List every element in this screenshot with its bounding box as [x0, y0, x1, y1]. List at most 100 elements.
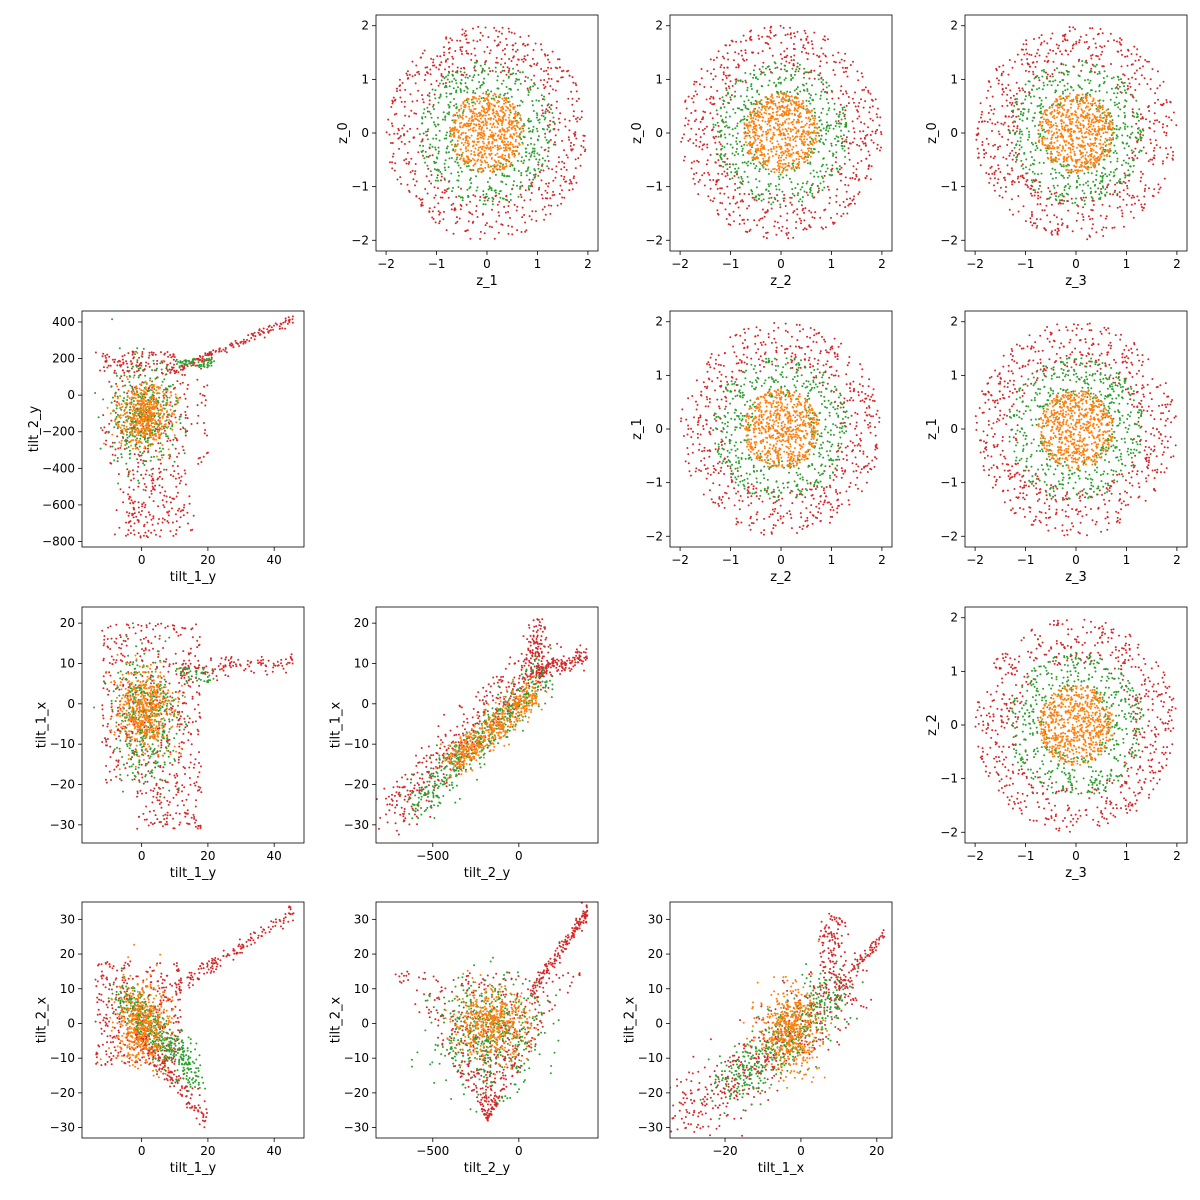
- scatter-point: [693, 83, 695, 86]
- scatter-point: [1113, 101, 1116, 104]
- scatter-point: [768, 121, 771, 124]
- scatter-point: [507, 144, 510, 147]
- scatter-point: [536, 138, 539, 141]
- scatter-point: [1156, 119, 1159, 122]
- scatter-point: [783, 193, 786, 196]
- scatter-point: [1147, 105, 1150, 107]
- scatter-point: [1039, 43, 1042, 46]
- scatter-point: [736, 122, 739, 125]
- scatter-point: [1006, 104, 1009, 107]
- scatter-point: [533, 152, 536, 155]
- scatter-point: [1129, 93, 1132, 96]
- scatter-point: [1063, 38, 1066, 41]
- scatter-point: [789, 33, 792, 36]
- scatter-point: [796, 30, 799, 33]
- scatter-point: [428, 103, 431, 106]
- scatter-point: [1034, 191, 1037, 194]
- scatter-point: [825, 132, 828, 135]
- scatter-point: [746, 89, 749, 92]
- scatter-point: [723, 100, 726, 103]
- scatter-point: [734, 182, 736, 185]
- scatter-point: [750, 189, 753, 191]
- scatter-point: [540, 48, 543, 51]
- scatter-point: [397, 127, 400, 130]
- scatter-point: [723, 106, 726, 109]
- scatter-point: [509, 133, 512, 136]
- scatter-point: [1036, 191, 1039, 194]
- scatter-point: [837, 115, 840, 118]
- scatter-point: [437, 179, 439, 182]
- scatter-point: [795, 96, 798, 99]
- scatter-point: [484, 114, 487, 117]
- scatter-point: [802, 125, 805, 128]
- scatter-point: [980, 120, 983, 123]
- scatter-point: [1011, 183, 1014, 186]
- scatter-point: [432, 58, 435, 61]
- scatter-point: [776, 95, 779, 98]
- scatter-point: [771, 136, 774, 138]
- scatter-point: [810, 94, 812, 97]
- scatter-point: [744, 49, 747, 52]
- scatter-point: [1010, 198, 1013, 201]
- scatter-point: [1140, 139, 1142, 142]
- scatter-point: [533, 82, 536, 85]
- scatter-point: [713, 197, 716, 200]
- scatter-point: [1055, 52, 1057, 55]
- scatter-point: [727, 223, 730, 226]
- scatter-point: [532, 85, 535, 88]
- scatter-point: [736, 172, 738, 175]
- scatter-point: [1039, 149, 1042, 152]
- scatter-point: [767, 201, 770, 204]
- scatter-point: [489, 146, 492, 149]
- scatter-point: [778, 154, 781, 157]
- scatter-point: [835, 135, 838, 138]
- scatter-point: [722, 71, 725, 74]
- scatter-point: [513, 167, 516, 170]
- scatter-point: [408, 161, 411, 163]
- scatter-point: [728, 133, 731, 136]
- scatter-point: [758, 198, 760, 200]
- scatter-point: [453, 77, 456, 80]
- scatter-point: [487, 148, 490, 150]
- scatter-point: [544, 197, 547, 200]
- scatter-point: [1071, 142, 1074, 145]
- scatter-point: [835, 194, 838, 197]
- scatter-point: [1031, 61, 1034, 64]
- scatter-point: [805, 38, 808, 41]
- scatter-point: [1149, 142, 1152, 145]
- scatter-point: [775, 150, 778, 153]
- scatter-point: [501, 174, 504, 177]
- scatter-point: [551, 194, 554, 197]
- scatter-point: [998, 133, 1001, 136]
- scatter-point: [1109, 112, 1112, 115]
- scatter-point: [782, 158, 785, 161]
- scatter-point: [779, 148, 782, 151]
- scatter-point: [1069, 185, 1072, 188]
- scatter-point: [1020, 110, 1022, 113]
- scatter-point: [1137, 119, 1140, 122]
- scatter-point: [459, 82, 462, 84]
- scatter-point: [543, 87, 546, 90]
- scatter-point: [520, 131, 523, 134]
- scatter-point: [1002, 156, 1005, 159]
- scatter-point: [489, 49, 492, 52]
- scatter-point: [1144, 187, 1146, 190]
- scatter-point: [496, 44, 499, 47]
- scatter-point: [1068, 26, 1071, 29]
- scatter-point: [1009, 96, 1012, 99]
- scatter-point: [773, 196, 776, 199]
- scatter-point: [451, 55, 454, 58]
- scatter-point: [814, 211, 817, 214]
- scatter-point: [1011, 149, 1014, 152]
- scatter-point: [524, 221, 527, 224]
- scatter-point: [1011, 158, 1014, 161]
- scatter-point: [514, 127, 516, 130]
- scatter-point: [1060, 224, 1063, 226]
- scatter-point: [501, 181, 504, 183]
- scatter-point: [535, 99, 538, 102]
- scatter-point: [495, 56, 498, 59]
- scatter-point: [1123, 125, 1126, 128]
- scatter-point: [1019, 175, 1022, 178]
- scatter-point: [776, 106, 779, 109]
- scatter-point: [691, 97, 693, 100]
